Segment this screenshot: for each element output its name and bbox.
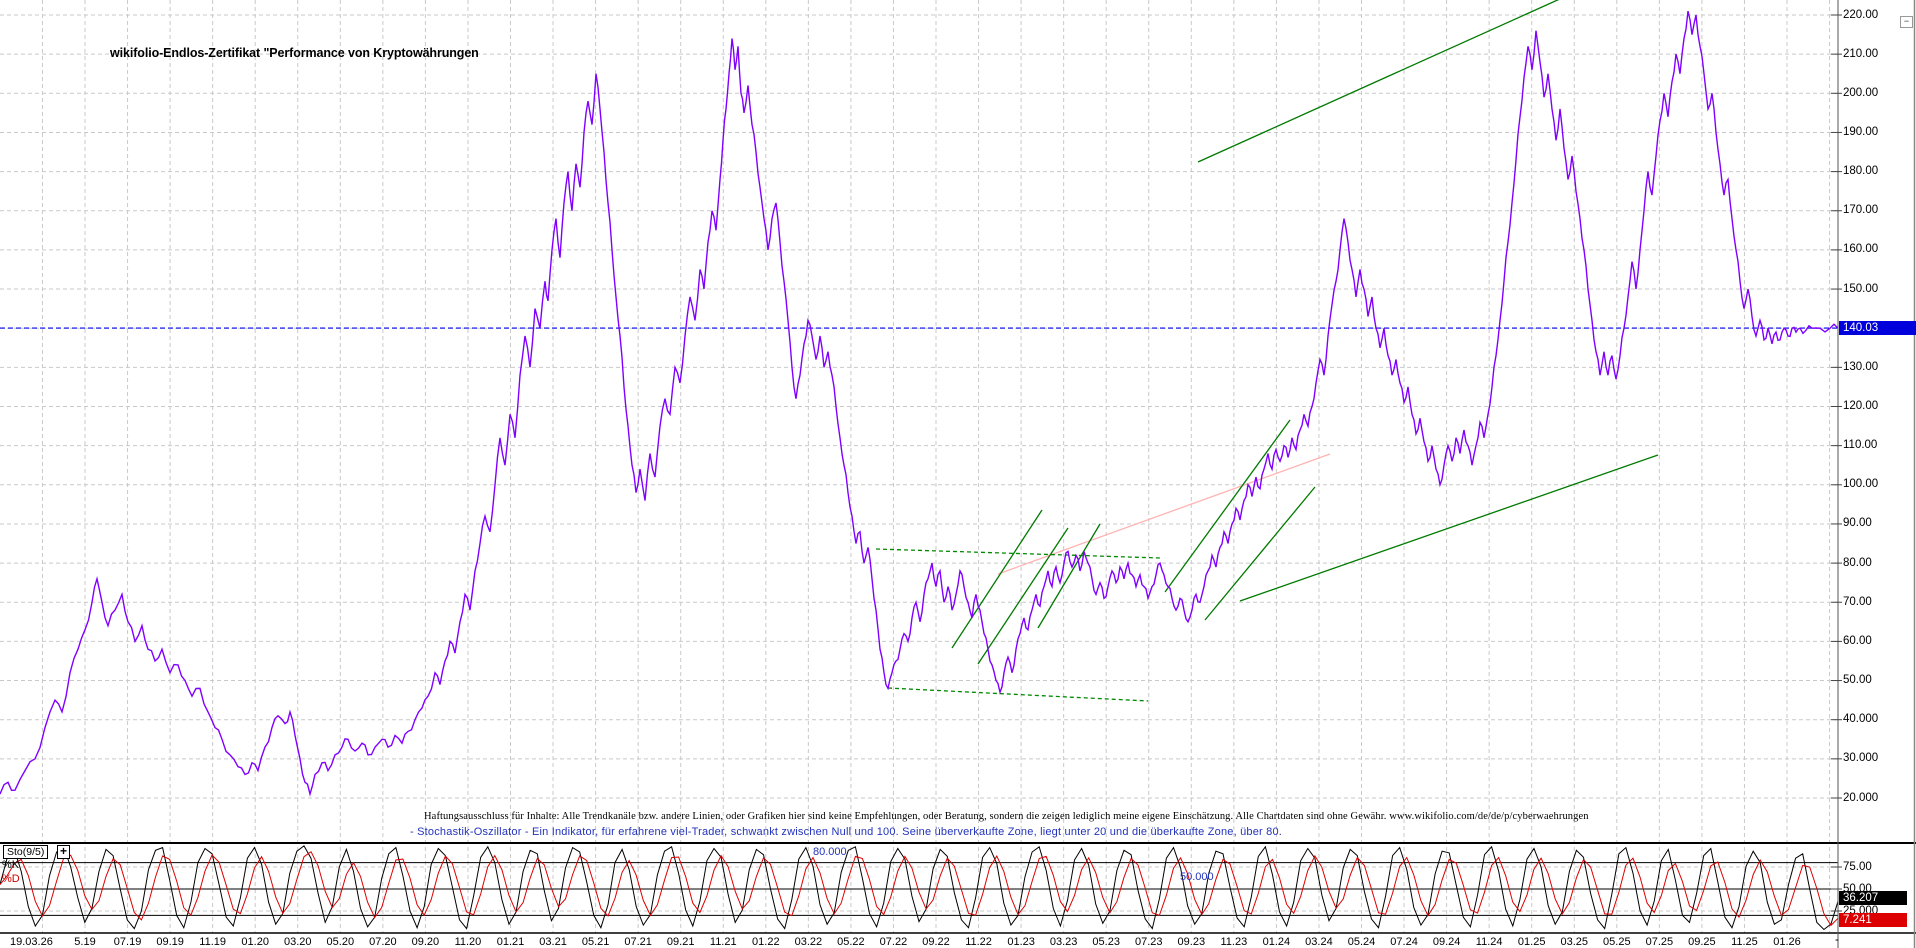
x-axis-label: 05.21 [581,936,610,948]
y-axis-label: 60.00 [1843,634,1872,647]
x-axis-label: 01.25 [1517,936,1546,948]
y-axis-label: 40.000 [1843,713,1879,726]
percent-k-label: %K [2,859,20,871]
oscillator-axis-label: 75.00 [1843,860,1872,873]
percent-d-label: %D [2,873,20,885]
x-axis-label: 05.23 [1092,936,1120,948]
x-axis-label: 03.21 [539,936,567,948]
add-indicator-button[interactable]: + [57,845,70,859]
x-axis-label: 09.19 [156,936,184,948]
x-axis-label: 07.23 [1134,936,1163,948]
x-axis-label: 03.25 [1560,936,1589,948]
x-axis-label: 03.23 [1049,936,1078,948]
y-axis-label: 100.00 [1843,478,1879,491]
x-axis-label: 09.24 [1432,936,1461,948]
x-axis-label: 01.24 [1262,936,1291,948]
trend-line [1164,419,1291,593]
x-axis-origin-label: 19.03.26 [10,936,53,948]
x-axis-label: 09.22 [922,936,950,948]
x-axis-label: 01.20 [241,936,269,948]
x-axis-label: 09.25 [1688,936,1716,948]
stochastic-description-text: - Stochastik-Oszillator - Ein Indikator,… [410,826,1283,838]
chart-title: wikifolio-Endlos-Zertifikat "Performance… [110,46,479,60]
collapse-panel-button[interactable]: − [1900,16,1913,28]
disclaimer-text: Haftungsausschluss für Inhalte: Alle Tre… [424,811,1589,822]
price-line [0,10,1839,797]
x-axis-label: 01.22 [752,936,780,948]
x-axis-label: 11.21 [709,936,737,948]
y-axis-label: 210.00 [1843,47,1879,60]
trend-line [1204,486,1316,621]
trend-line [1239,454,1659,602]
y-axis-label: 150.00 [1843,282,1879,295]
x-axis-label: 05.22 [837,936,865,948]
x-axis-label: 01.21 [496,936,525,948]
x-axis-label: 09.23 [1177,936,1206,948]
trend-line [1037,523,1101,629]
stochastic-indicator-button[interactable]: Sto(9/5) [3,845,49,859]
y-axis-label: 30.000 [1843,752,1879,765]
trend-line [997,453,1331,575]
x-axis-label: 07.21 [624,936,652,948]
y-axis-label: 20.000 [1843,791,1879,804]
percent-d-value-badge: 7.241 [1839,913,1907,927]
x-axis-label: 11.22 [965,936,992,948]
trend-line [887,687,1149,702]
y-axis-label: 130.00 [1843,360,1879,373]
x-axis-label: 07.24 [1390,936,1418,948]
x-axis-label: 07.20 [369,936,397,948]
trend-line [977,527,1069,665]
x-axis-label: 11.25 [1731,936,1758,948]
y-axis-label: 220.00 [1843,8,1879,21]
oscillator-zone-label: 80.000 [813,846,847,858]
x-axis-label: 11.20 [454,936,482,948]
x-axis-label: 07.22 [879,936,908,948]
x-axis-label: 01.23 [1007,936,1035,948]
x-axis-label: 11.23 [1220,936,1248,948]
y-axis-label: 80.00 [1843,556,1872,569]
oscillator-zone-label: 50.000 [1180,871,1214,883]
trend-line [1197,0,1560,163]
x-axis-label: 09.21 [666,936,695,948]
y-axis-label: 180.00 [1843,165,1879,178]
trend-line [875,548,1161,559]
current-price-badge: 140.03 [1839,321,1916,335]
y-axis-label: 50.00 [1843,674,1872,687]
stochastic-k-line [0,845,1839,931]
x-axis-label: 03.22 [794,936,823,948]
y-axis-label: 70.00 [1843,595,1872,608]
x-axis-label: 01.26 [1773,936,1801,948]
y-axis-label: 200.00 [1843,86,1879,99]
x-axis-label: 11.24 [1475,936,1503,948]
percent-k-value-badge: 36.207 [1839,891,1907,905]
collapse-axis-button[interactable]: - [1835,932,1839,946]
x-axis-label: 05.24 [1347,936,1376,948]
x-axis-label: 03.20 [283,936,312,948]
x-axis-label: 05.25 [1603,936,1631,948]
trend-line [951,509,1043,649]
x-axis-label: 05.20 [326,936,355,948]
y-axis-label: 160.00 [1843,243,1879,256]
x-axis-label: 09.20 [411,936,440,948]
x-axis-label: 07.19 [113,936,142,948]
x-axis-label: 03.24 [1305,936,1333,948]
y-axis-label: 90.00 [1843,517,1872,530]
x-axis-label: 5.19 [74,936,96,948]
x-axis-label: 11.19 [199,936,226,948]
y-axis-label: 110.00 [1843,439,1878,452]
y-axis-label: 120.00 [1843,400,1879,412]
y-axis-label: 190.00 [1843,125,1879,138]
stochastic-d-line [0,850,1839,927]
x-axis-label: 07.25 [1645,936,1674,948]
y-axis-label: 170.00 [1843,204,1879,217]
